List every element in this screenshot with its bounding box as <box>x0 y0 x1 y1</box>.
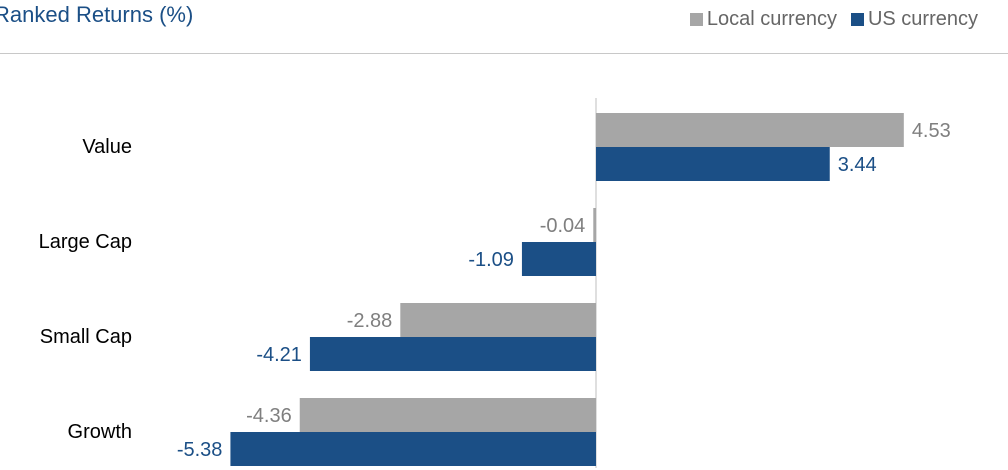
bar-local <box>299 398 596 432</box>
data-label: -0.04 <box>540 215 586 237</box>
legend-item-local: Local currency <box>689 8 837 31</box>
data-label: -4.21 <box>256 344 302 366</box>
bar-us <box>309 337 596 371</box>
title-divider <box>0 53 1008 54</box>
legend-swatch-local <box>689 13 703 26</box>
bar-local <box>593 208 596 242</box>
category-label: Value <box>82 136 132 158</box>
data-label: 4.53 <box>912 120 951 142</box>
bar-us <box>230 432 596 466</box>
legend-item-us: US currency <box>850 8 978 31</box>
bar-local <box>596 113 904 147</box>
data-label: -2.88 <box>347 310 393 332</box>
bar-us <box>521 242 596 276</box>
legend-swatch-us <box>850 13 864 26</box>
data-label: 3.44 <box>838 154 877 176</box>
bar-local <box>400 303 596 337</box>
legend-label-local: Local currency <box>706 8 837 30</box>
category-label: Small Cap <box>40 326 132 348</box>
chart-title: Ranked Returns (%) <box>0 2 194 27</box>
data-label: -5.38 <box>177 439 223 461</box>
legend-label-us: US currency <box>867 8 978 30</box>
category-label: Large Cap <box>39 231 132 253</box>
data-label: -4.36 <box>246 405 292 427</box>
data-label: -1.09 <box>468 249 514 271</box>
legend: Local currency US currency <box>689 8 978 31</box>
category-label: Growth <box>68 421 132 443</box>
bar-us <box>596 147 830 181</box>
